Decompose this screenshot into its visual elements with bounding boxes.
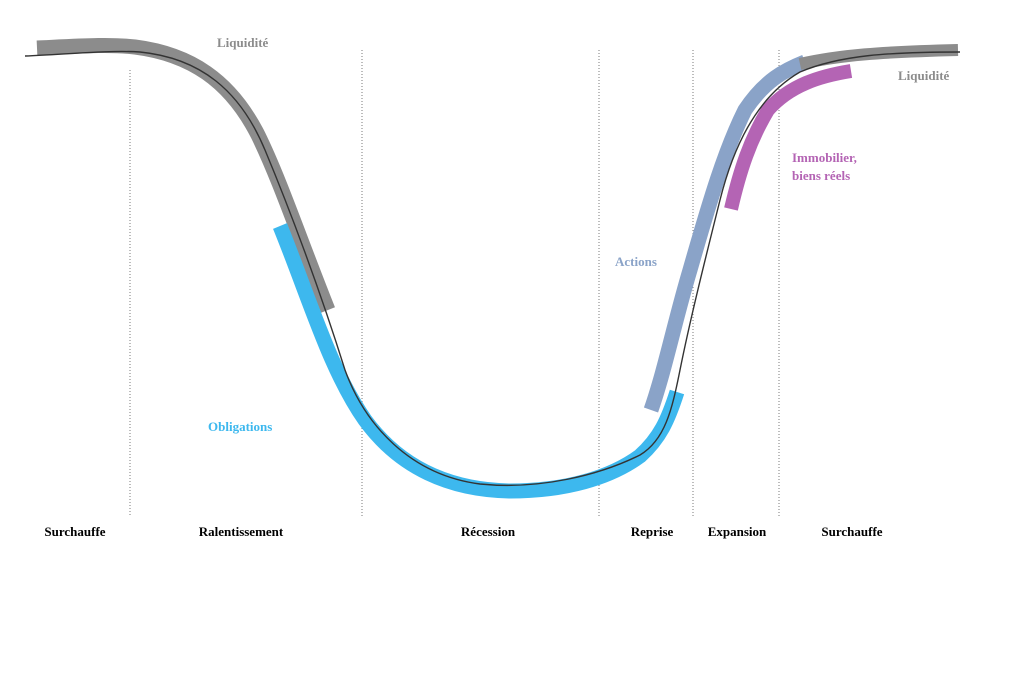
phase-label-surchauffe-left: Surchauffe (44, 524, 105, 539)
immobilier-label-line2: biens réels (792, 168, 850, 183)
immobilier-band (724, 64, 853, 211)
phase-label-recession: Récession (461, 524, 516, 539)
immobilier-label-line1: Immobilier, (792, 150, 857, 165)
economic-cycle-curve (24, 50, 961, 487)
phase-label-reprise: Reprise (631, 524, 674, 539)
liquidite-band-left (36, 37, 335, 313)
liquidite-label-left: Liquidité (217, 35, 269, 50)
asset-labels: Liquidité Liquidité Obligations Actions … (208, 35, 950, 434)
liquidite-band-right (798, 44, 959, 70)
actions-band (643, 55, 808, 413)
phase-label-surchauffe-right: Surchauffe (821, 524, 882, 539)
phase-dividers (129, 50, 780, 518)
liquidite-label-right: Liquidité (898, 68, 950, 83)
phase-label-ralentissement: Ralentissement (199, 524, 284, 539)
phase-label-expansion: Expansion (708, 524, 767, 539)
actions-label: Actions (615, 254, 657, 269)
asset-bands (36, 37, 959, 499)
obligations-label: Obligations (208, 419, 272, 434)
phase-labels: Surchauffe Ralentissement Récession Repr… (44, 524, 882, 539)
